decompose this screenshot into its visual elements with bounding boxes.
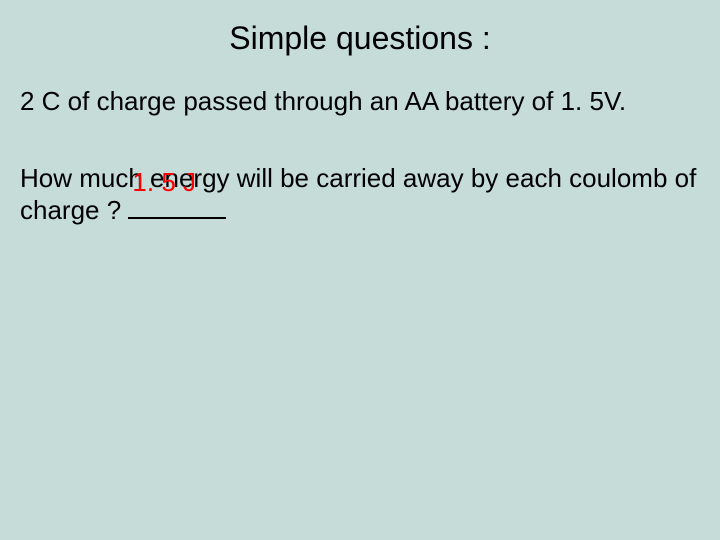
answer-blank: 1. 5 J — [128, 194, 226, 227]
answer-value: 1. 5 J — [132, 166, 196, 199]
question-text: How much energy will be carried away by … — [20, 163, 696, 226]
slide: Simple questions : 2 C of charge passed … — [0, 0, 720, 540]
paragraph-2: How much energy will be carried away by … — [0, 162, 720, 227]
paragraph-1: 2 C of charge passed through an AA batte… — [0, 85, 720, 118]
blank-underline — [128, 217, 226, 219]
slide-title: Simple questions : — [0, 0, 720, 85]
